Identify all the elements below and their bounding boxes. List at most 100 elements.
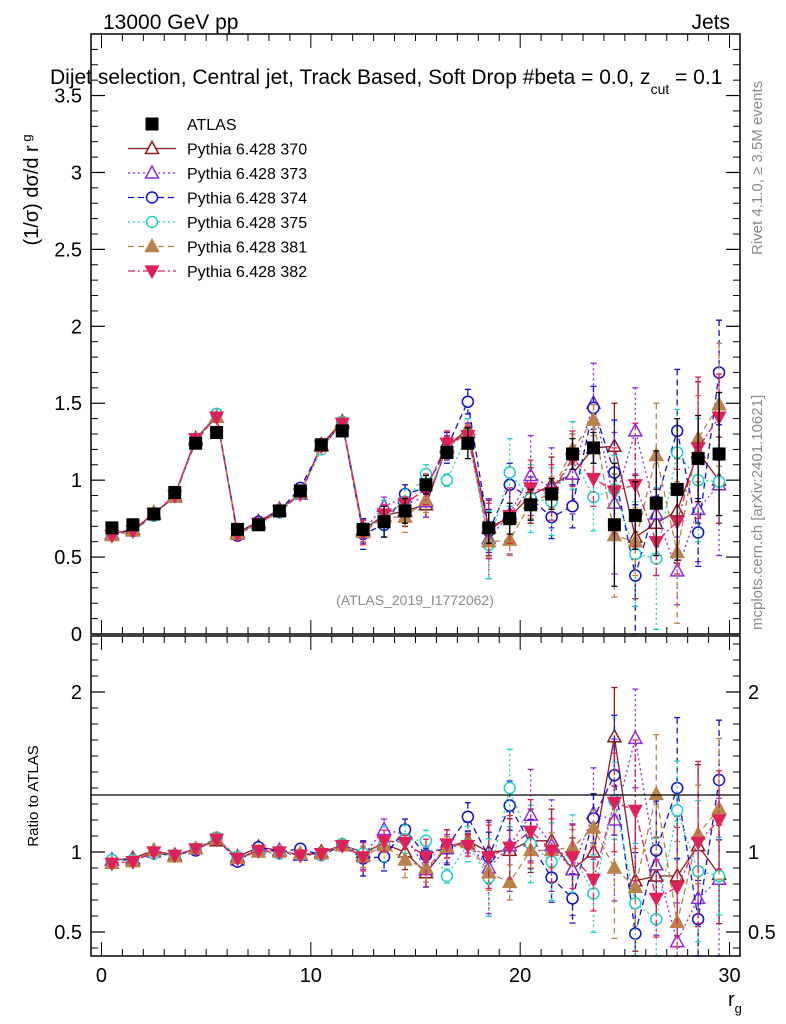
ratio-series-p370: [104, 686, 727, 952]
plot-title: Dijet selection, Central jet, Track Base…: [50, 66, 722, 97]
ratio-y-tick-label-right: 0.5: [748, 922, 776, 944]
plot-title-tail: = 0.1: [669, 66, 722, 89]
ratio-point: [606, 796, 622, 811]
ratio-point: [418, 851, 434, 866]
ratio-point: [355, 851, 371, 866]
legend-item-p375: Pythia 6.428 375: [128, 215, 307, 232]
plot-title-subscript: cut: [651, 81, 670, 97]
ratio-y-tick-label: 0.5: [54, 922, 82, 944]
main-point: [649, 496, 663, 510]
main-point: [461, 436, 475, 450]
y-tick-label: 2: [71, 316, 82, 338]
ratio-point: [585, 873, 601, 888]
y-tick-label: 1: [71, 470, 82, 492]
legend-marker: [144, 164, 160, 179]
main-point: [461, 395, 475, 408]
ratio-series-p382: [104, 739, 727, 948]
ratio-point: [669, 881, 685, 896]
ratio-y-tick-label-right: 1: [748, 842, 759, 864]
ratio-point: [670, 804, 684, 817]
main-point: [168, 485, 182, 499]
main-point: [691, 526, 705, 539]
rivet-note: Rivet 4.1.0, ≥ 3.5M events: [749, 81, 766, 255]
y-tick-label: 0.5: [54, 547, 82, 569]
x-axis-label: rg: [728, 989, 742, 1016]
legend-label: Pythia 6.428 375: [187, 215, 307, 232]
ratio-point: [209, 833, 225, 848]
x-tick-label: 10: [300, 965, 322, 987]
ratio-y-tick-label-right: 2: [748, 682, 759, 704]
main-point: [440, 445, 454, 459]
ratio-axis-label: Ratio to ATLAS: [25, 745, 42, 846]
main-point: [566, 500, 579, 513]
legend-item-p373: Pythia 6.428 373: [128, 164, 307, 183]
legend-marker: [144, 237, 160, 253]
legend: ATLAS Pythia 6.428 370 Pythia 6.428 373 Pyt…: [128, 117, 307, 281]
ratio-line-p373: [111, 738, 720, 944]
ratio-line-p370: [111, 736, 720, 882]
main-point: [607, 518, 621, 532]
main-point: [209, 411, 225, 426]
legend-label: Pythia 6.428 370: [187, 142, 307, 159]
legend-label: Pythia 6.428 374: [187, 191, 307, 208]
ratio-point: [503, 781, 516, 795]
main-series-p370: [104, 381, 727, 600]
legend-item-p370: Pythia 6.428 370: [128, 139, 307, 159]
x-tick-label: 30: [718, 965, 740, 987]
main-series-p374: [105, 319, 726, 635]
ratio-point: [648, 785, 665, 801]
ratio-point: [566, 892, 579, 905]
main-point: [398, 504, 412, 518]
ratio-point: [292, 849, 308, 864]
main-point: [712, 447, 726, 461]
main-point: [439, 437, 455, 452]
main-line-p381: [111, 404, 720, 553]
main-point: [419, 478, 433, 492]
ratio-point: [397, 851, 413, 866]
legend-label: Pythia 6.428 381: [187, 240, 307, 257]
main-point: [231, 522, 245, 536]
main-point: [377, 515, 391, 529]
ratio-panel: 0.5 0.51 12 20 10 20 30 Ratio to ATLAS rg: [25, 635, 776, 1016]
ratio-point: [502, 841, 518, 856]
ratio-point: [648, 892, 664, 907]
y-axis-label: (1/σ) dσ/d r g: [19, 134, 43, 245]
main-point: [334, 417, 350, 432]
ratio-point: [585, 819, 602, 834]
legend-item-p374: Pythia 6.428 374: [128, 191, 307, 208]
main-series-ATLAS: [105, 391, 726, 587]
main-point: [566, 447, 580, 461]
legend-label: ATLAS: [187, 117, 237, 134]
ratio-point: [565, 851, 581, 866]
ratio-point: [439, 838, 455, 853]
legend-item-ATLAS: ATLAS: [145, 117, 237, 134]
x-tick-label: 0: [96, 965, 107, 987]
main-point: [356, 522, 370, 536]
energy-label: 13000 GeV pp: [103, 11, 238, 34]
main-point: [126, 518, 140, 532]
main-point: [628, 509, 642, 523]
main-line-p375: [111, 412, 720, 560]
ratio-point: [334, 839, 350, 854]
ratio-point: [711, 814, 727, 829]
ratio-point: [376, 835, 392, 850]
ratio-point: [250, 844, 266, 859]
ratio-point: [501, 873, 518, 889]
x-tick-label: 20: [509, 965, 531, 987]
y-tick-label: 2.5: [54, 239, 82, 261]
ratio-frame: [90, 635, 741, 957]
legend-item-p381: Pythia 6.428 381: [128, 237, 307, 257]
main-point: [251, 518, 265, 532]
legend-marker: [145, 191, 159, 204]
legend-label: Pythia 6.428 382: [187, 264, 307, 281]
ratio-point: [481, 851, 497, 866]
ratio-point: [230, 852, 246, 867]
legend-marker: [144, 139, 160, 155]
ratio-point: [188, 843, 204, 858]
main-point: [440, 473, 454, 487]
main-point: [503, 466, 516, 479]
main-point: [147, 507, 161, 521]
ratio-point: [690, 836, 706, 851]
main-panel: Dijet selection, Central jet, Track Base…: [19, 33, 741, 646]
ratio-line-p381: [111, 794, 720, 923]
